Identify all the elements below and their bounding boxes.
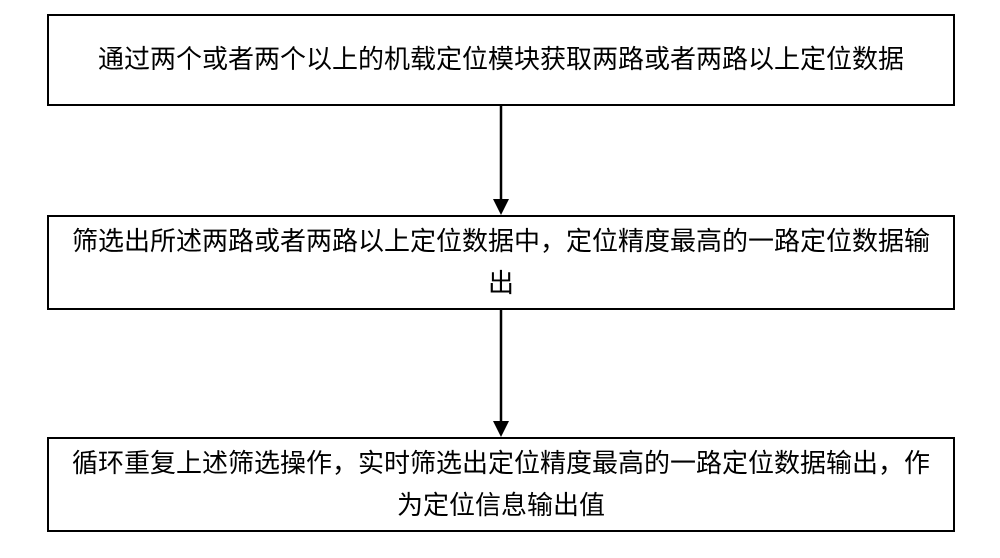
flowchart-canvas: 通过两个或者两个以上的机载定位模块获取两路或者两路以上定位数据 筛选出所述两路或… [0, 0, 1000, 558]
flowchart-node-3: 循环重复上述筛选操作，实时筛选出定位精度最高的一路定位数据输出，作为定位信息输出… [47, 437, 955, 532]
flowchart-node-1: 通过两个或者两个以上的机载定位模块获取两路或者两路以上定位数据 [47, 14, 955, 106]
node-text: 通过两个或者两个以上的机载定位模块获取两路或者两路以上定位数据 [98, 39, 904, 81]
node-text: 循环重复上述筛选操作，实时筛选出定位精度最高的一路定位数据输出，作为定位信息输出… [69, 443, 933, 526]
flowchart-arrow [489, 106, 513, 215]
flowchart-arrow [489, 310, 513, 437]
flowchart-node-2: 筛选出所述两路或者两路以上定位数据中，定位精度最高的一路定位数据输出 [47, 215, 955, 310]
node-text: 筛选出所述两路或者两路以上定位数据中，定位精度最高的一路定位数据输出 [69, 221, 933, 304]
